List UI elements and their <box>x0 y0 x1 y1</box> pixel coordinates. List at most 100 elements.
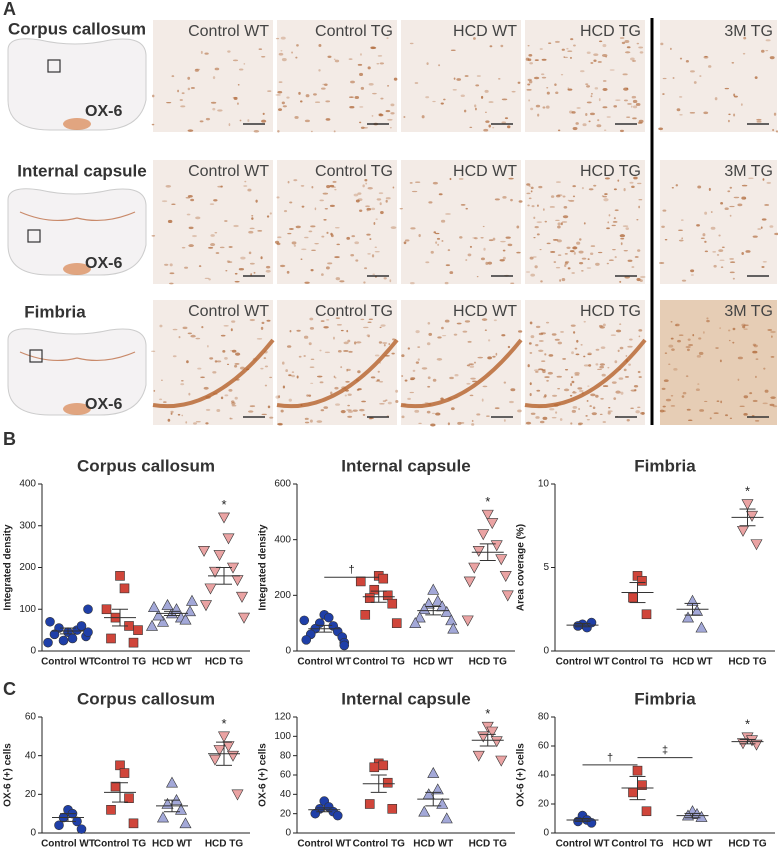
cell-speck <box>663 379 669 382</box>
cell-speck <box>407 397 411 400</box>
cell-speck <box>533 216 536 220</box>
cell-speck <box>599 413 603 415</box>
cell-speck <box>729 417 733 420</box>
cell-speck <box>323 326 329 329</box>
cell-speck <box>368 82 374 86</box>
cell-speck <box>462 330 468 333</box>
cell-speck <box>569 56 572 59</box>
cell-speck <box>674 324 678 327</box>
cell-speck <box>527 58 532 62</box>
cell-speck <box>563 388 570 392</box>
cell-speck <box>267 405 271 409</box>
cell-speck <box>318 43 322 47</box>
cell-speck <box>536 221 543 224</box>
column-label: HCD WT <box>453 23 517 40</box>
cell-speck <box>432 181 438 185</box>
cell-speck <box>260 256 263 260</box>
cell-speck <box>728 329 731 332</box>
cell-speck <box>348 96 354 99</box>
cell-speck <box>269 376 273 379</box>
column-label: Control WT <box>188 163 269 180</box>
cell-speck <box>172 355 177 358</box>
data-point <box>586 818 597 828</box>
cell-speck <box>709 417 712 420</box>
cell-speck <box>668 363 671 366</box>
stain-label: OX-6 <box>85 255 122 272</box>
cell-speck <box>586 400 589 402</box>
y-tick-label: 20 <box>538 799 550 810</box>
x-tick-label: Control TG <box>94 657 146 668</box>
cell-speck <box>169 263 173 267</box>
stain-label: OX-6 <box>85 396 122 413</box>
cell-speck <box>566 47 569 50</box>
cell-speck <box>539 48 543 50</box>
cell-speck <box>687 419 693 422</box>
y-axis-label: OX-6 (+) cells <box>516 743 527 807</box>
cell-speck <box>555 194 561 198</box>
cell-speck <box>571 351 574 355</box>
cell-speck <box>741 196 747 200</box>
cell-speck <box>544 394 547 398</box>
cell-speck <box>376 379 380 381</box>
cell-speck <box>530 186 534 190</box>
cell-speck <box>771 335 773 338</box>
data-point <box>323 612 334 623</box>
cell-speck <box>597 61 602 63</box>
cell-speck <box>583 320 586 323</box>
cell-speck <box>190 198 195 202</box>
cell-speck <box>281 58 287 62</box>
cell-speck <box>411 190 418 193</box>
cell-speck <box>618 377 624 380</box>
cell-speck <box>375 218 378 220</box>
data-point <box>152 609 165 621</box>
cell-speck <box>198 265 202 268</box>
cell-speck <box>293 179 298 182</box>
cell-speck <box>305 94 310 98</box>
cell-speck <box>393 77 398 81</box>
cell-speck <box>560 331 564 333</box>
cell-speck <box>538 349 544 352</box>
cell-speck <box>488 101 494 103</box>
cell-speck <box>630 57 635 61</box>
data-point <box>382 590 393 601</box>
cell-speck <box>323 406 329 409</box>
cell-speck <box>350 254 355 257</box>
cell-speck <box>574 347 578 350</box>
cell-speck <box>487 339 491 342</box>
data-point <box>237 612 251 624</box>
cell-speck <box>210 234 215 237</box>
cell-speck <box>359 72 364 77</box>
cell-speck <box>382 400 387 403</box>
cell-speck <box>217 109 223 112</box>
cell-speck <box>688 343 693 347</box>
data-point <box>378 760 389 771</box>
cell-speck <box>751 415 755 417</box>
cell-speck <box>620 238 625 240</box>
chart-title: Fimbria <box>634 456 696 475</box>
cell-speck <box>318 69 321 72</box>
cell-speck <box>301 248 307 251</box>
cell-speck <box>720 266 724 269</box>
cell-speck <box>529 352 533 354</box>
cell-speck <box>615 99 621 101</box>
x-tick-label: Control TG <box>353 657 405 668</box>
cell-speck <box>702 331 705 334</box>
y-tick-label: 100 <box>274 731 291 742</box>
cell-speck <box>659 262 665 264</box>
cell-speck <box>276 242 281 246</box>
cell-speck <box>240 256 246 260</box>
cell-speck <box>550 195 555 198</box>
cell-speck <box>718 249 724 252</box>
cell-speck <box>233 224 239 228</box>
cell-speck <box>537 113 540 117</box>
cell-speck <box>706 317 709 320</box>
data-point <box>145 619 159 631</box>
cell-speck <box>360 86 365 90</box>
cell-speck <box>732 277 735 280</box>
cell-speck <box>476 413 481 416</box>
cell-speck <box>480 257 485 261</box>
cell-speck <box>340 366 343 369</box>
cell-speck <box>212 107 216 111</box>
cell-speck <box>471 423 475 426</box>
cell-speck <box>585 415 588 417</box>
